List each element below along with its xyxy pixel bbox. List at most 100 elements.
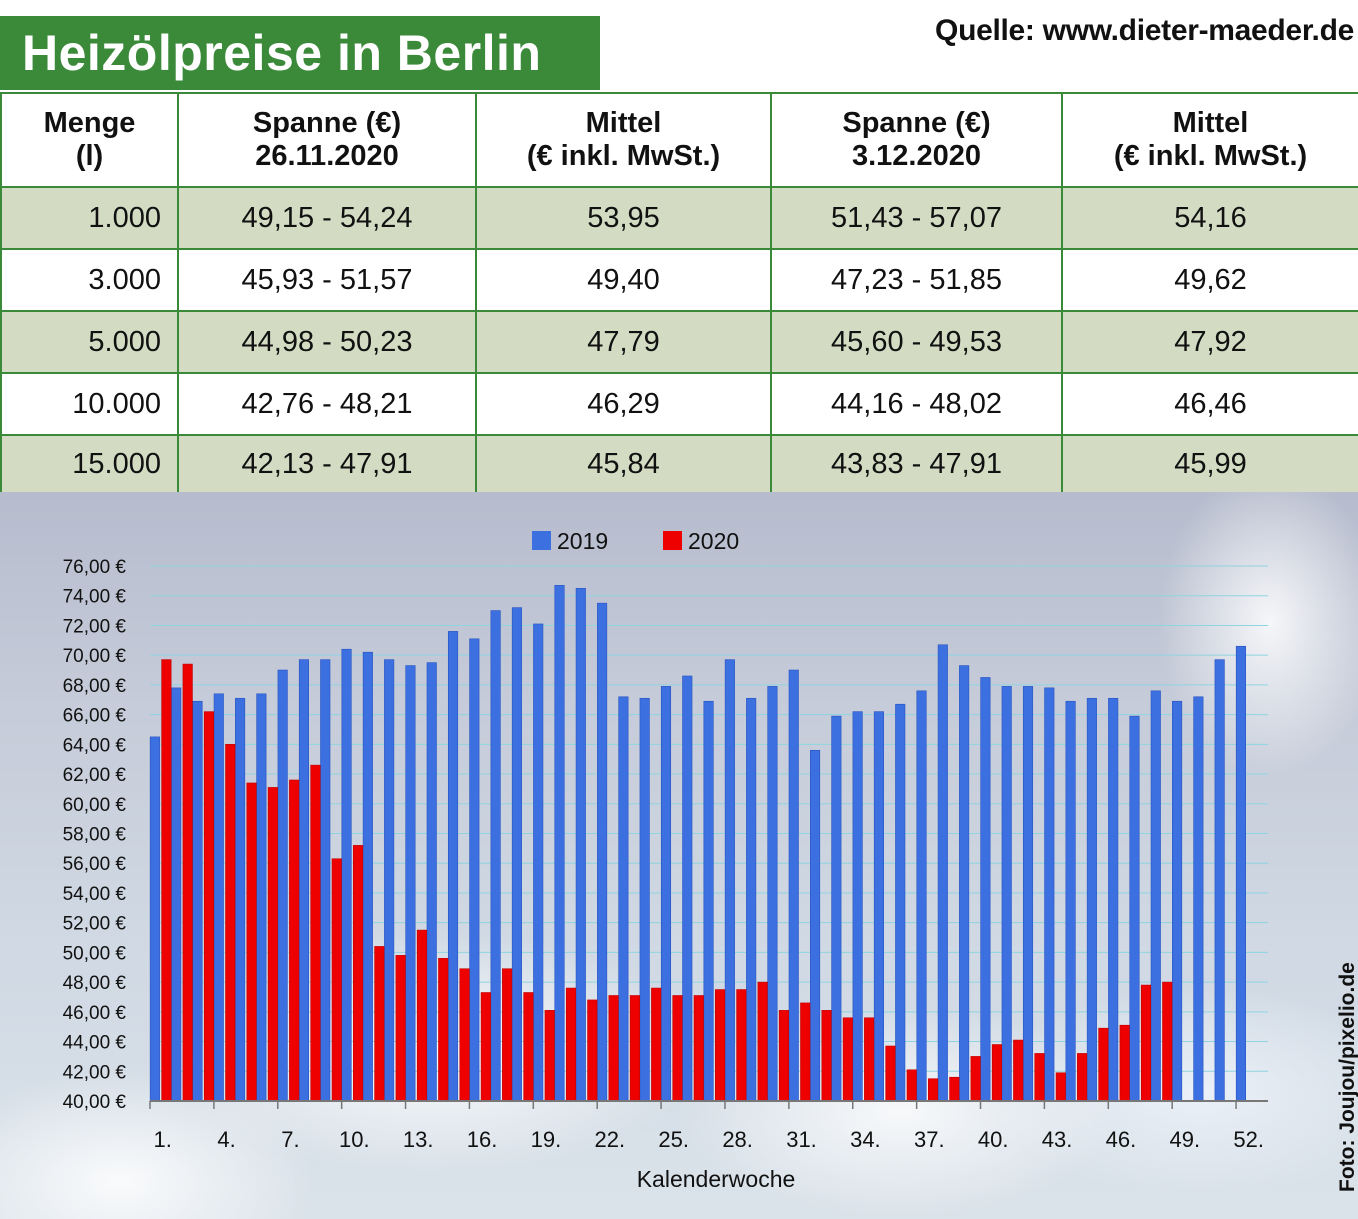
header-spanne-1: Spanne (€) 26.11.2020 <box>177 92 477 188</box>
bar-2020-week-27 <box>715 989 726 1102</box>
bar-2020-week-25 <box>672 995 683 1102</box>
y-tick-label: 58,00 € <box>63 825 127 846</box>
bar-2019-week-50 <box>1193 696 1204 1102</box>
cell-mittel-2: 54,16 <box>1061 186 1358 250</box>
bar-2020-week-20 <box>565 987 577 1102</box>
bar-2020-week-24 <box>651 987 662 1102</box>
cell-spanne-2: 45,60 - 49,53 <box>770 310 1063 374</box>
bar-2020-week-34 <box>864 1017 875 1102</box>
bar-2019-week-20 <box>554 585 565 1102</box>
x-tick-label: 13. <box>403 1127 434 1152</box>
bar-2019-week-24 <box>639 697 650 1102</box>
x-tick-label: 52. <box>1233 1127 1264 1152</box>
legend-label-2019: 2019 <box>557 528 608 554</box>
bar-2020-week-43 <box>1055 1072 1066 1102</box>
bar-2020-week-19 <box>544 1010 555 1102</box>
bar-2020-week-16 <box>480 992 491 1102</box>
chart-area: 40,00 € 42,00 € 44,00 € 46,00 € 48,00 € 50,00… <box>0 492 1358 1219</box>
bar-2020-week-33 <box>842 1017 853 1102</box>
x-axis-ticks: 1. 4. 7. 10. 13. 16. 19. 22. 25. 28. 31. 34. 37. 40. 4… <box>149 1101 1264 1152</box>
bar-2020-week-15 <box>459 968 470 1102</box>
header-mittel-2: Mittel (€ inkl. MwSt.) <box>1061 92 1358 188</box>
bar-2019-week-42 <box>1022 686 1034 1102</box>
x-tick-label: 37. <box>914 1127 945 1152</box>
y-tick-label: 42,00 € <box>63 1062 127 1083</box>
x-tick-label: 4. <box>217 1127 235 1152</box>
cell-mittel-2: 45,99 <box>1061 434 1358 494</box>
bar-2019-week-37 <box>916 690 927 1102</box>
bar-2020-week-26 <box>693 995 704 1102</box>
cell-spanne-1: 45,93 - 51,57 <box>177 248 477 312</box>
y-tick-label: 76,00 € <box>63 557 127 578</box>
bar-2019-week-30 <box>767 686 778 1102</box>
bar-2019-week-51 <box>1214 659 1225 1102</box>
y-tick-label: 74,00 € <box>63 587 127 608</box>
y-tick-label: 54,00 € <box>63 884 127 905</box>
bar-2020-week-29 <box>757 981 768 1102</box>
bar-2019-week-17 <box>490 610 501 1102</box>
bar-2019-week-1 <box>149 736 160 1102</box>
bar-2020-week-22 <box>608 995 619 1102</box>
bar-2020-week-12 <box>395 955 406 1102</box>
bar-2019-week-12 <box>384 659 395 1102</box>
bar-2019-week-33 <box>831 715 842 1102</box>
bar-2020-week-4 <box>225 744 236 1102</box>
bar-2019-week-41 <box>1001 686 1012 1102</box>
bar-2020-week-46 <box>1119 1024 1130 1102</box>
x-tick-label: 25. <box>658 1127 689 1152</box>
x-tick-label: 10. <box>339 1127 370 1152</box>
y-tick-label: 46,00 € <box>63 1003 127 1024</box>
table-row: 15.000 42,13 - 47,91 45,84 43,83 - 47,91… <box>0 434 1358 494</box>
bar-2020-week-41 <box>1013 1039 1024 1102</box>
price-table: Menge (l) Spanne (€) 26.11.2020 Mittel (€ i… <box>0 92 1358 494</box>
y-tick-label: 44,00 € <box>63 1033 127 1054</box>
y-tick-label: 70,00 € <box>63 646 127 667</box>
bar-2019-week-44 <box>1065 700 1076 1102</box>
bar-2019-week-9 <box>320 659 331 1102</box>
bar-2019-week-34 <box>852 711 863 1102</box>
bar-2019-week-45 <box>1086 697 1097 1102</box>
bar-2019-week-10 <box>341 648 352 1102</box>
bar-2020-week-14 <box>438 958 449 1102</box>
bar-2020-week-47 <box>1140 984 1152 1102</box>
y-tick-label: 48,00 € <box>63 973 127 994</box>
bar-2019-week-2 <box>171 687 182 1102</box>
bar-2019-week-40 <box>980 677 991 1102</box>
bar-2019-week-52 <box>1235 645 1246 1102</box>
bar-2019-week-11 <box>362 651 373 1102</box>
photo-credit: Foto: Joujou/pixelio.de <box>1336 962 1358 1192</box>
y-axis-ticks: 40,00 € 42,00 € 44,00 € 46,00 € 48,00 € 50,00… <box>63 557 127 1113</box>
cell-mittel-1: 45,84 <box>475 434 772 494</box>
cell-menge: 15.000 <box>0 434 179 494</box>
bar-2019-week-23 <box>618 696 629 1102</box>
bar-2019-week-27 <box>703 700 714 1102</box>
header-spanne-2: Spanne (€) 3.12.2020 <box>770 92 1063 188</box>
bar-2020-week-13 <box>416 929 427 1102</box>
bar-2020-week-30 <box>778 1010 790 1102</box>
bar-2019-week-3 <box>192 700 203 1102</box>
x-tick-label: 34. <box>850 1127 881 1152</box>
x-tick-label: 22. <box>595 1127 626 1152</box>
cell-mittel-2: 46,46 <box>1061 372 1358 436</box>
cell-mittel-2: 47,92 <box>1061 310 1358 374</box>
bar-2019-week-6 <box>256 693 267 1102</box>
cell-spanne-1: 42,76 - 48,21 <box>177 372 477 436</box>
bar-2020-week-1 <box>161 659 172 1102</box>
y-tick-label: 52,00 € <box>63 914 127 935</box>
x-tick-label: 16. <box>467 1127 498 1152</box>
bar-2019-week-21 <box>575 587 586 1102</box>
bar-2020-week-32 <box>821 1010 832 1102</box>
bar-2019-week-13 <box>405 665 416 1102</box>
bar-2020-week-42 <box>1034 1053 1045 1102</box>
cell-spanne-1: 44,98 - 50,23 <box>177 310 477 374</box>
bar-2019-week-39 <box>959 665 970 1102</box>
bar-2019-week-15 <box>447 631 459 1102</box>
bar-2019-week-4 <box>213 693 224 1102</box>
bar-2020-week-40 <box>991 1044 1002 1102</box>
cell-mittel-1: 47,79 <box>475 310 772 374</box>
cell-spanne-2: 44,16 - 48,02 <box>770 372 1063 436</box>
bar-2020-week-6 <box>267 787 278 1102</box>
bar-2020-week-36 <box>906 1069 917 1102</box>
cell-spanne-1: 49,15 - 54,24 <box>177 186 477 250</box>
legend-swatch-2020 <box>663 531 682 550</box>
